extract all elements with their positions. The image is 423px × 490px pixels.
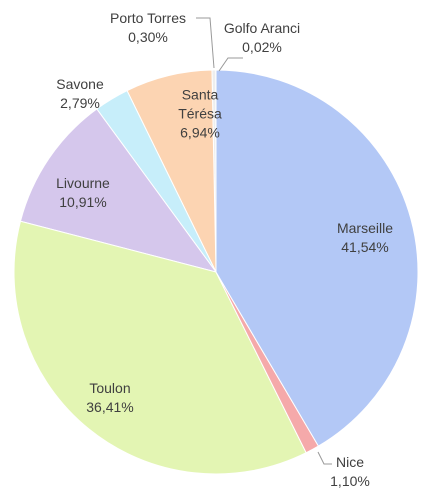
leader-line xyxy=(317,451,332,465)
category-label: Nice xyxy=(335,454,364,470)
leader-line xyxy=(218,57,243,72)
category-label: Marseille xyxy=(336,220,393,236)
value-label: 0,30% xyxy=(128,29,168,45)
slice-label: Santa Térésa 6,94% xyxy=(170,86,230,143)
leader-line xyxy=(196,17,215,69)
slice-label: Savone 2,79% xyxy=(45,75,115,113)
value-label: 2,79% xyxy=(60,95,100,111)
value-label: 41,54% xyxy=(341,239,389,255)
slice-label: Nice 1,10% xyxy=(320,453,380,490)
slice-label: Golfo Aranci 0,02% xyxy=(212,19,312,57)
value-label: 10,91% xyxy=(59,194,107,210)
pie-slice xyxy=(13,220,307,475)
pie-slice xyxy=(215,69,419,447)
value-label: 1,10% xyxy=(330,473,370,489)
category-label: Santa Térésa xyxy=(178,86,222,122)
category-label: Golfo Aranci xyxy=(223,20,301,36)
category-label: Porto Torres xyxy=(110,10,186,26)
slice-label: Toulon 36,41% xyxy=(70,379,150,417)
category-label: Livourne xyxy=(56,175,110,191)
slice-label: Porto Torres 0,30% xyxy=(98,9,198,47)
value-label: 0,02% xyxy=(242,39,282,55)
category-label: Toulon xyxy=(89,380,131,396)
category-label: Savone xyxy=(56,76,104,92)
slice-label: Livourne 10,91% xyxy=(43,174,123,212)
value-label: 36,41% xyxy=(86,399,134,415)
slice-label: Marseille 41,54% xyxy=(320,219,410,257)
pie-slice xyxy=(19,108,218,273)
value-label: 6,94% xyxy=(180,124,220,141)
